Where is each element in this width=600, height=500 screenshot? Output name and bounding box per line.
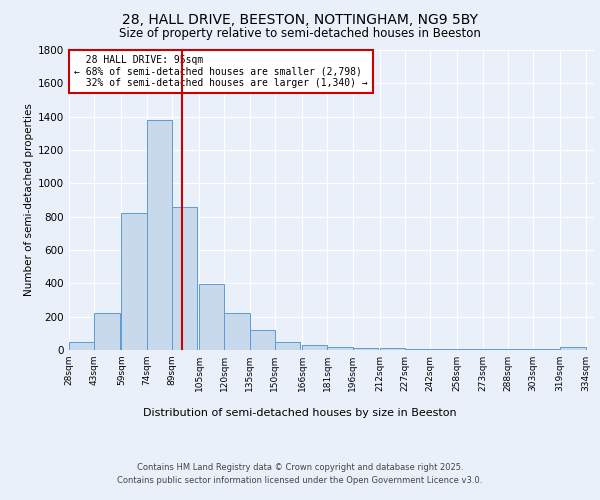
Bar [172,206,197,350]
Text: Contains public sector information licensed under the Open Government Licence v3: Contains public sector information licen… [118,476,482,485]
Bar [508,349,533,350]
Bar [405,349,430,350]
Text: 28, HALL DRIVE, BEESTON, NOTTINGHAM, NG9 5BY: 28, HALL DRIVE, BEESTON, NOTTINGHAM, NG9… [122,12,478,26]
Bar [302,345,327,350]
Bar [327,346,353,350]
Bar [121,214,146,350]
Bar [94,314,119,350]
Bar [146,120,172,350]
Bar [430,349,455,350]
Bar [250,330,275,350]
Bar [380,348,405,350]
Bar [457,349,482,350]
Bar [482,349,508,350]
Text: Contains HM Land Registry data © Crown copyright and database right 2025.: Contains HM Land Registry data © Crown c… [137,462,463,471]
Text: Distribution of semi-detached houses by size in Beeston: Distribution of semi-detached houses by … [143,408,457,418]
Bar [560,346,586,350]
Bar [224,314,250,350]
Bar [199,284,224,350]
Text: 28 HALL DRIVE: 95sqm
← 68% of semi-detached houses are smaller (2,798)
  32% of : 28 HALL DRIVE: 95sqm ← 68% of semi-detac… [74,54,368,88]
Bar [533,349,559,350]
Bar [275,342,300,350]
Y-axis label: Number of semi-detached properties: Number of semi-detached properties [24,104,34,296]
Bar [353,348,378,350]
Bar [69,342,94,350]
Text: Size of property relative to semi-detached houses in Beeston: Size of property relative to semi-detach… [119,28,481,40]
